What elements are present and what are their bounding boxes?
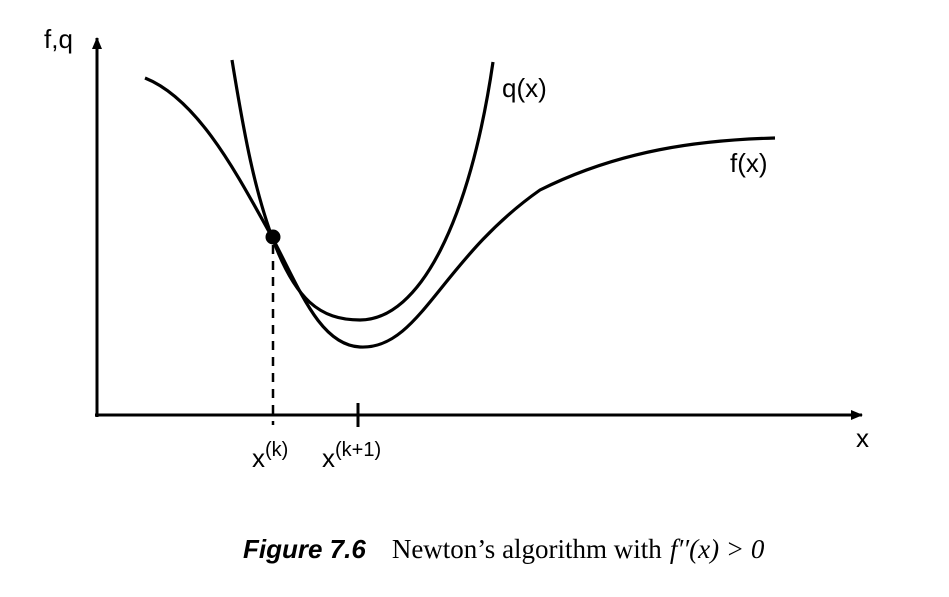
- x-axis-label: x: [856, 423, 869, 453]
- curve-label: q(x): [502, 73, 547, 103]
- tick-superscript: (k): [265, 439, 288, 461]
- curve-label: f(x): [730, 148, 768, 178]
- q-curve: [230, 59, 495, 322]
- y-axis-label: f,q: [44, 24, 73, 54]
- current-point: [265, 229, 281, 245]
- tick-label: x(k+1): [322, 439, 381, 473]
- tick-superscript: (k+1): [335, 439, 381, 461]
- f-curve: [144, 76, 776, 349]
- tick-base: x: [322, 443, 335, 473]
- tick-base: x: [252, 443, 265, 473]
- caption: Figure 7.6 Newton’s algorithm with f′′(x) …: [243, 534, 765, 564]
- caption-text: Newton’s algorithm with: [392, 534, 662, 564]
- figure-number: Figure 7.6: [243, 534, 366, 564]
- tick-label: x(k): [252, 439, 288, 473]
- caption-math: f′′(x) > 0: [670, 534, 765, 564]
